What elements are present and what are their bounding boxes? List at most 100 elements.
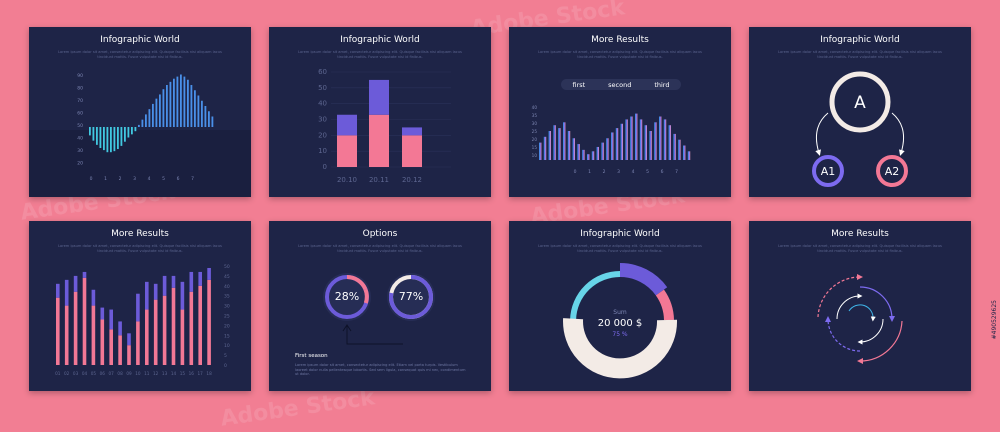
bar-segment bbox=[109, 309, 113, 330]
x-tick-label: 11 bbox=[144, 371, 150, 376]
bar bbox=[577, 144, 580, 160]
y-tick-label: 50 bbox=[224, 264, 230, 270]
tab-bar: first second third bbox=[561, 79, 681, 90]
arrow-left bbox=[815, 112, 829, 156]
bar bbox=[183, 76, 186, 127]
bar bbox=[663, 119, 667, 160]
bar bbox=[211, 116, 214, 127]
percentage-gauges bbox=[323, 273, 435, 345]
y-tick-label: 80 bbox=[77, 86, 83, 92]
bar bbox=[106, 127, 109, 153]
card-description: Lorem ipsum dolor sit amet, consectetur … bbox=[58, 50, 222, 59]
y-tick-label: 35 bbox=[532, 113, 538, 118]
bar bbox=[89, 127, 91, 136]
bar bbox=[110, 127, 112, 153]
bar bbox=[208, 111, 210, 127]
bar bbox=[159, 94, 161, 127]
bar bbox=[563, 122, 566, 160]
gauge-28-arc bbox=[363, 288, 369, 304]
card-node-diagram: Infographic World Lorem ipsum dolor sit … bbox=[749, 27, 971, 197]
bar bbox=[134, 127, 137, 132]
card-cycle-diagram: More Results Lorem ipsum dolor sit amet,… bbox=[749, 221, 971, 391]
bar bbox=[567, 131, 571, 160]
bar bbox=[148, 109, 151, 127]
card-description: Lorem ipsum dolor sit amet, consectetur … bbox=[298, 244, 462, 253]
bar bbox=[124, 127, 126, 142]
bar bbox=[96, 127, 98, 145]
section-text: Lorem ipsum dolor sit amet, consectetur … bbox=[295, 363, 466, 377]
x-tick-label: 3 bbox=[133, 176, 136, 182]
y-tick-label: 90 bbox=[77, 73, 83, 79]
bar-segment bbox=[153, 283, 158, 300]
bar bbox=[99, 127, 102, 148]
y-tick-label: 10 bbox=[532, 153, 538, 158]
y-tick-label: 45 bbox=[224, 274, 230, 280]
y-tick-label: 40 bbox=[318, 100, 327, 108]
x-tick-label: 18 bbox=[206, 371, 212, 376]
card-title: Infographic World bbox=[820, 35, 900, 45]
bar bbox=[155, 98, 158, 127]
bar bbox=[187, 79, 189, 127]
bar-segment bbox=[180, 309, 185, 365]
x-tick-label: 1 bbox=[588, 169, 591, 175]
bar-segment bbox=[136, 321, 140, 365]
y-tick-label: 20 bbox=[224, 323, 230, 329]
x-tick-label: 3 bbox=[617, 169, 620, 175]
bar-segment bbox=[369, 114, 389, 167]
bar-segment bbox=[162, 295, 167, 365]
x-tick-label: 20.12 bbox=[402, 176, 422, 184]
bar bbox=[120, 127, 123, 146]
watermark: Adobe Stock bbox=[219, 385, 377, 432]
bar bbox=[683, 145, 686, 160]
sum-value: 20 000 $ bbox=[597, 318, 643, 329]
node-a-label: A bbox=[854, 93, 866, 113]
y-tick-label: 30 bbox=[318, 116, 327, 124]
card-description: Lorem ipsum dolor sit amet, consectetur … bbox=[778, 244, 942, 253]
x-tick-label: 20.10 bbox=[337, 176, 357, 184]
y-tick-label: 40 bbox=[224, 284, 230, 290]
x-tick-label: 05 bbox=[91, 371, 97, 376]
tab-third[interactable]: third bbox=[654, 80, 670, 89]
bar-segment bbox=[189, 291, 194, 365]
card-wave-chart: Infographic World Lorem ipsum dolor sit … bbox=[29, 27, 251, 197]
card-options: Options Lorem ipsum dolor sit amet, cons… bbox=[269, 221, 491, 391]
sum-label: Sum bbox=[613, 309, 627, 316]
bar-segment bbox=[136, 293, 140, 322]
bar bbox=[639, 119, 643, 160]
section-title: First season bbox=[295, 353, 328, 359]
bar-segment bbox=[145, 309, 149, 365]
gauge-77-bg bbox=[387, 273, 435, 321]
node-a-ring bbox=[829, 71, 891, 133]
gauge-28-arc bbox=[346, 275, 368, 291]
bar bbox=[587, 154, 590, 160]
y-tick-label: 30 bbox=[532, 121, 538, 126]
bar bbox=[169, 81, 172, 127]
cycle-arc-inner bbox=[857, 318, 884, 345]
bar-segment bbox=[162, 275, 167, 296]
bar bbox=[553, 125, 556, 160]
cycle-arc-outer bbox=[817, 273, 863, 318]
x-tick-label: 0 bbox=[574, 169, 577, 175]
x-tick-label: 03 bbox=[73, 371, 79, 376]
cycle-arc-middle bbox=[859, 286, 895, 322]
bar bbox=[201, 100, 203, 127]
node-diagram: A A1 A2 bbox=[812, 71, 908, 187]
bar bbox=[606, 138, 609, 160]
bar-segment bbox=[118, 321, 122, 336]
chart-lower-band bbox=[29, 130, 251, 197]
y-tick-label: 35 bbox=[224, 294, 230, 300]
bar-segment bbox=[171, 275, 176, 288]
cycle-arc-core bbox=[848, 304, 876, 322]
bar-segment bbox=[198, 285, 202, 365]
card-title: More Results bbox=[831, 229, 889, 239]
bar bbox=[127, 127, 130, 138]
y-tick-label: 30 bbox=[77, 148, 83, 154]
tab-second[interactable]: second bbox=[608, 80, 632, 89]
node-a1-ring bbox=[812, 155, 844, 187]
node-a2-ring bbox=[876, 155, 908, 187]
wave-bar-chart: 90 80 70 60 50 40 30 20 0 1 2 3 4 5 6 7 bbox=[29, 73, 251, 197]
tab-first[interactable]: first bbox=[572, 80, 586, 89]
bar bbox=[654, 122, 657, 160]
bar-segment bbox=[127, 333, 131, 346]
gauge-77-label: 77% bbox=[398, 290, 424, 303]
